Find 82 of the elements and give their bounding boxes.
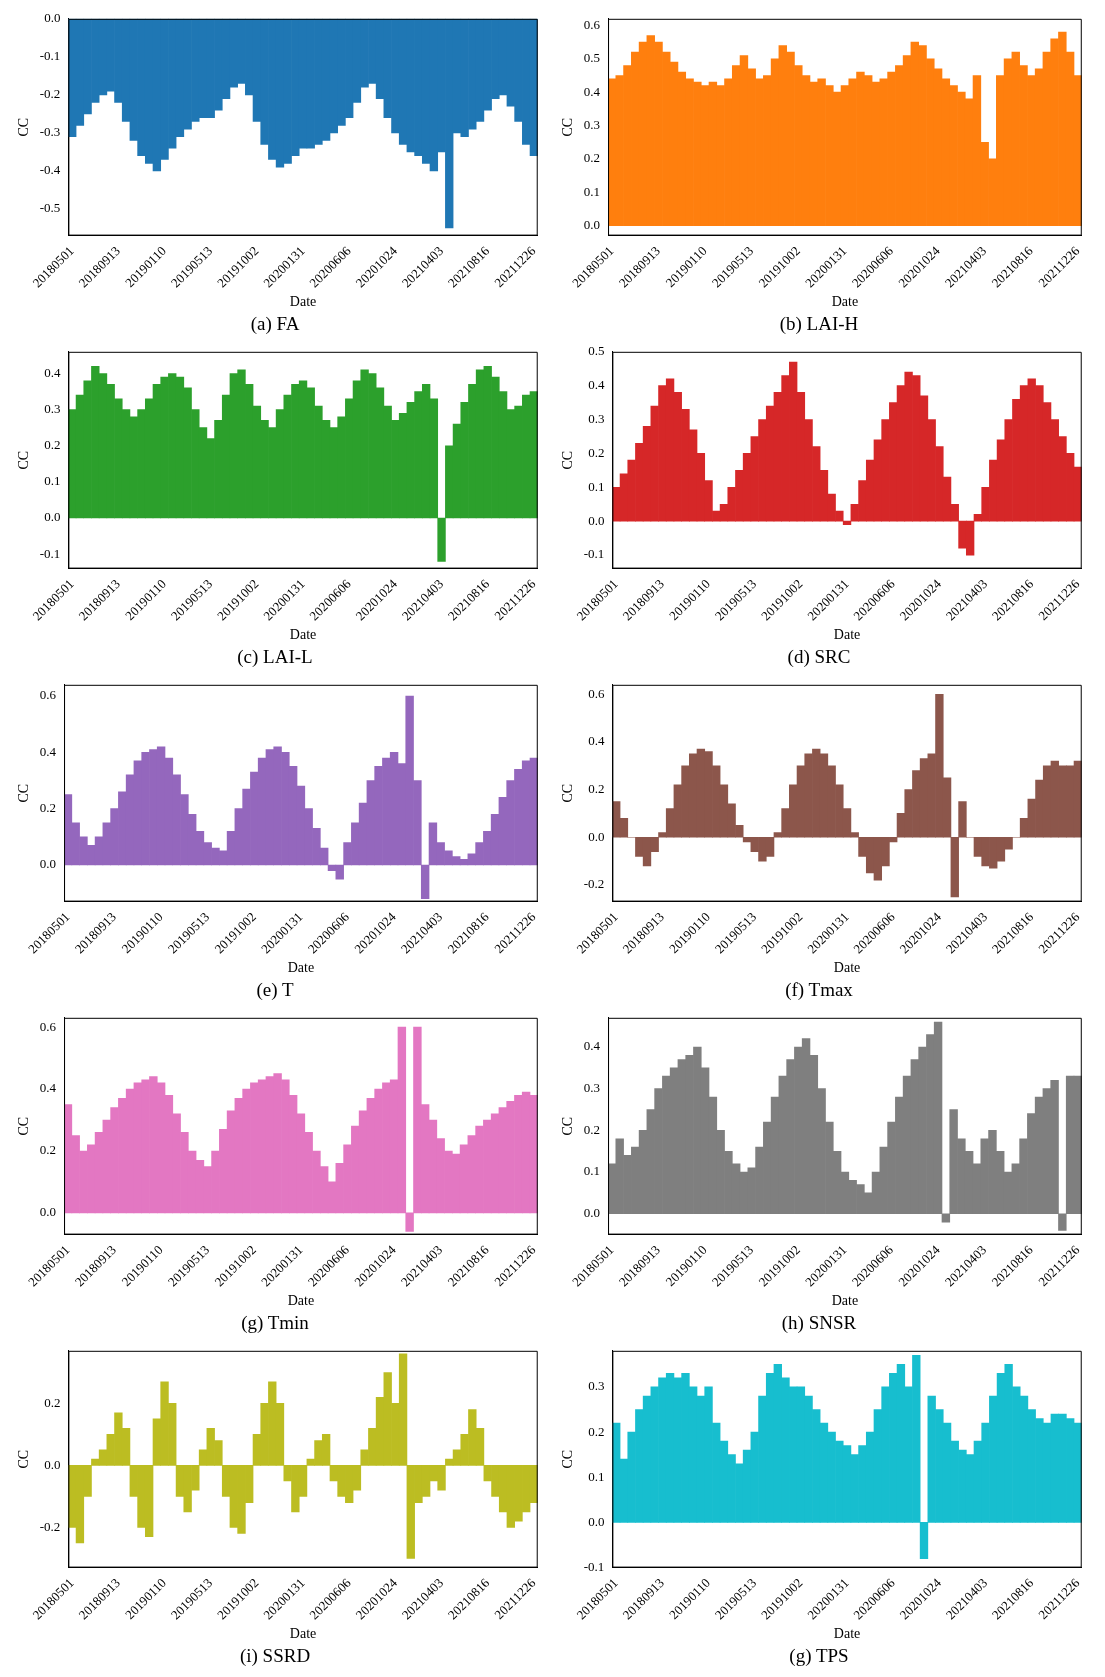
y-tick-label: 0.0: [44, 10, 61, 26]
y-tick-label: 0.6: [39, 1018, 57, 1034]
y-axis-title: CC: [560, 450, 576, 470]
y-axis-title: CC: [16, 117, 32, 137]
y-tick-label: 0.2: [44, 1394, 61, 1410]
x-axis-title: Date: [289, 294, 317, 310]
y-tick-label: 0.2: [588, 1423, 605, 1439]
text: (f) Tmax: [785, 978, 854, 1001]
y-tick-label: 0.0: [588, 512, 605, 528]
y-tick-label: 0.6: [583, 16, 601, 32]
y-tick-label: 0.4: [39, 1080, 57, 1096]
y-tick-label: 0.6: [39, 687, 57, 703]
text: (e) T: [256, 978, 294, 1001]
text: (c) LAI-L: [237, 645, 313, 668]
y-tick-label: 0.6: [588, 685, 605, 701]
y-tick-label: 0.2: [588, 444, 605, 460]
y-axis-title: CC: [16, 783, 32, 803]
y-axis-title: CC: [560, 1449, 576, 1469]
y-tick-label: 0.4: [44, 364, 61, 380]
y-tick-label: 0.5: [583, 50, 601, 66]
y-tick-label: 0.5: [588, 343, 605, 359]
y-tick-label: 0.2: [44, 437, 61, 453]
text: (b) LAI-H: [779, 312, 859, 335]
y-tick-label: 0.0: [39, 1204, 57, 1220]
y-tick-label: 0.3: [583, 1080, 601, 1096]
y-axis-title: CC: [560, 1116, 576, 1136]
y-tick-label: 0.0: [588, 828, 605, 844]
x-axis-title: Date: [287, 960, 315, 976]
x-axis-title: Date: [831, 294, 859, 310]
x-axis-title: Date: [289, 627, 317, 643]
y-axis-title: CC: [16, 450, 32, 470]
y-axis-title: CC: [560, 783, 576, 803]
y-tick-label: 0.1: [588, 1468, 605, 1484]
y-tick-label: 0.3: [588, 1378, 605, 1394]
x-axis-title: Date: [289, 1626, 317, 1642]
y-tick-label: 0.0: [39, 856, 57, 872]
y-tick-label: 0.1: [583, 183, 601, 199]
y-tick-label: 0.0: [44, 509, 61, 525]
y-axis-title: CC: [560, 117, 576, 137]
x-axis-title: Date: [833, 960, 861, 976]
y-tick-label: 0.2: [39, 1142, 57, 1158]
y-tick-label: 0.4: [39, 743, 57, 759]
y-tick-label: 0.0: [583, 1205, 601, 1221]
text: (d) SRC: [787, 645, 851, 668]
x-axis-title: Date: [831, 1293, 859, 1309]
y-tick-label: 0.0: [583, 217, 601, 233]
x-axis-title: Date: [833, 627, 861, 643]
text: (a) FA: [250, 312, 300, 335]
y-tick-label: 0.4: [583, 1038, 601, 1054]
y-tick-label: -0.1: [583, 1559, 605, 1575]
y-tick-label: 0.2: [588, 781, 605, 797]
y-tick-label: 0.1: [588, 478, 605, 494]
y-tick-label: 0.1: [44, 473, 61, 489]
y-tick-label: -0.5: [39, 200, 61, 216]
y-tick-label: -0.3: [39, 124, 61, 140]
x-axis-title: Date: [287, 1293, 315, 1309]
y-tick-label: 0.2: [39, 800, 57, 816]
y-tick-label: 0.1: [583, 1163, 601, 1179]
y-axis-title: CC: [16, 1116, 32, 1136]
y-tick-label: 0.3: [583, 116, 601, 132]
y-tick-label: 0.0: [588, 1513, 605, 1529]
y-tick-label: 0.3: [588, 410, 605, 426]
y-tick-label: 0.4: [588, 733, 605, 749]
text: (g) Tmin: [241, 1311, 310, 1334]
y-tick-label: 0.4: [588, 377, 605, 393]
y-tick-label: -0.2: [39, 86, 61, 102]
y-tick-label: 0.2: [583, 150, 601, 166]
y-tick-label: 0.3: [44, 401, 61, 417]
text: (h) SNSR: [781, 1311, 857, 1334]
y-tick-label: -0.2: [583, 876, 605, 892]
y-tick-label: -0.2: [39, 1518, 61, 1534]
y-axis-title: CC: [16, 1449, 32, 1469]
y-tick-label: -0.1: [39, 545, 61, 561]
text: (i) SSRD: [239, 1644, 311, 1667]
x-axis-title: Date: [833, 1626, 861, 1642]
y-tick-label: -0.1: [39, 48, 61, 64]
text: (g) TPS: [789, 1644, 849, 1667]
y-tick-label: 0.2: [583, 1121, 601, 1137]
y-tick-label: -0.4: [39, 162, 61, 178]
y-tick-label: 0.0: [44, 1456, 61, 1472]
y-tick-label: 0.4: [583, 83, 601, 99]
y-tick-label: -0.1: [583, 546, 605, 562]
